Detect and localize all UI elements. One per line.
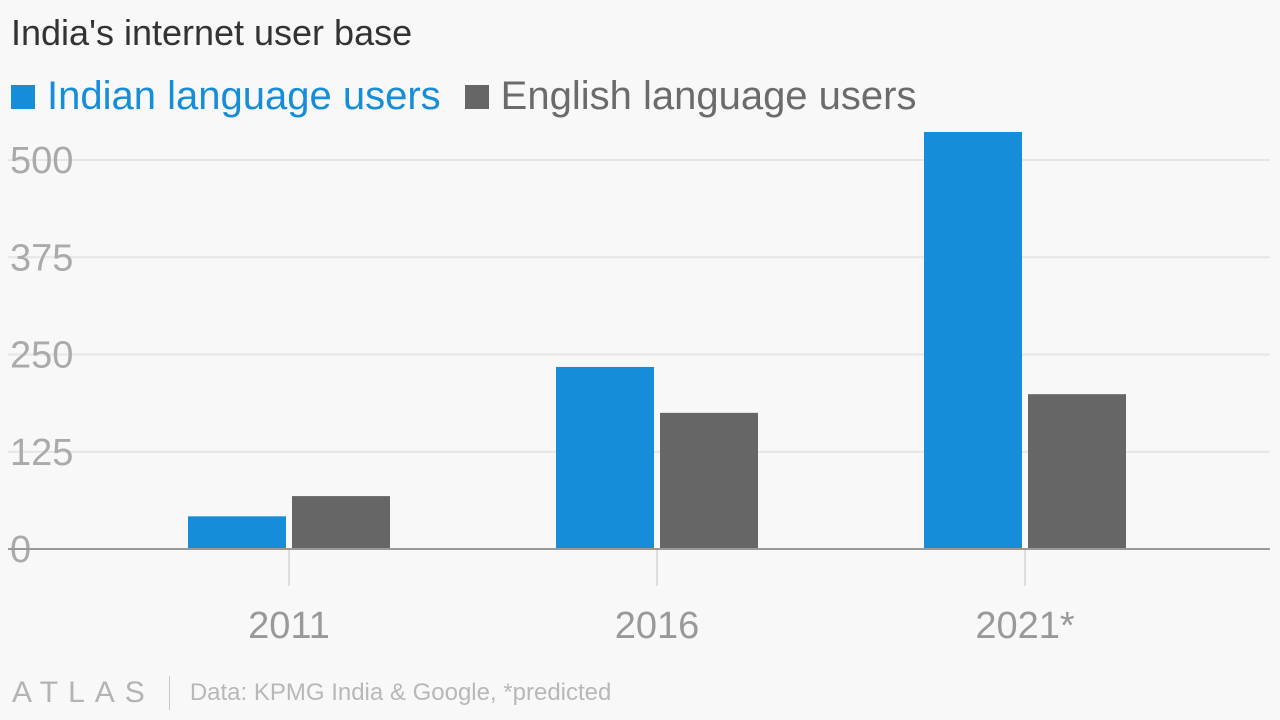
bar-indian-2021*	[924, 132, 1022, 549]
y-tick-label-250: 250	[10, 335, 73, 377]
legend-swatch-indian	[11, 84, 35, 109]
y-tick-label-375: 375	[10, 237, 73, 279]
legend-item-indian: Indian language users	[11, 74, 441, 119]
legend-item-english: English language users	[464, 74, 917, 119]
legend-label-indian: Indian language users	[47, 74, 441, 118]
footer-divider	[168, 676, 170, 710]
x-tick-label-2021*: 2021*	[975, 605, 1075, 647]
y-tick-label-500: 500	[10, 140, 73, 182]
footer: ATLAS Data: KPMG India & Google, *predic…	[12, 676, 611, 710]
legend-swatch-english	[464, 84, 489, 109]
bar-english-2021*	[1028, 394, 1126, 549]
bar-english-2011	[292, 496, 390, 549]
x-tick-label-2011: 2011	[248, 605, 330, 647]
legend-label-english: English language users	[500, 74, 917, 118]
legend: Indian language users English language u…	[11, 74, 940, 119]
y-tick-label-125: 125	[10, 432, 73, 474]
chart-title: India's internet user base	[11, 12, 413, 53]
x-tick-label-2016: 2016	[615, 605, 700, 647]
bar-indian-2011	[188, 516, 286, 549]
atlas-logo: ATLAS	[12, 676, 155, 709]
bar-indian-2016	[556, 366, 654, 549]
bar-english-2016	[660, 412, 758, 549]
source-note: Data: KPMG India & Google, *predicted	[189, 679, 612, 706]
